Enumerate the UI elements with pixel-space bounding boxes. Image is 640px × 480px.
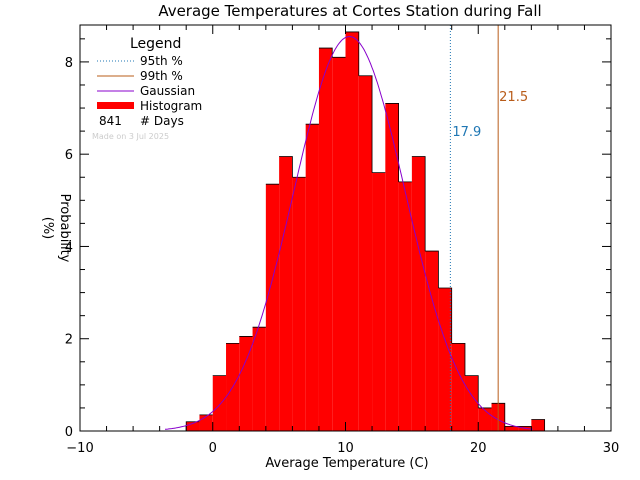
percentile-label: 17.9 [452, 125, 481, 140]
histogram-bar [425, 251, 439, 431]
legend-title: Legend [130, 36, 181, 52]
x-axis-ticks: −10 0 10 20 30 [66, 25, 619, 456]
percentile-lines: 17.9 21.5 [449, 25, 528, 431]
histogram-bar [199, 414, 213, 431]
histogram-bar [531, 419, 545, 431]
histogram-bar [438, 287, 452, 431]
x-tick-label: 0 [209, 441, 217, 456]
y-tick-label: 8 [65, 56, 73, 71]
x-axis-label: Average Temperature (C) [265, 456, 428, 471]
histogram-bar [305, 124, 319, 432]
histogram-bars [185, 31, 546, 432]
histogram-bar [504, 426, 519, 431]
histogram-bar [252, 327, 266, 431]
y-tick-label: 0 [65, 425, 73, 440]
y-axis-label: Probability [57, 194, 72, 263]
histogram-bar [451, 343, 465, 431]
histogram-bar [279, 156, 293, 431]
legend-gaussian-label: Gaussian [140, 84, 195, 98]
legend-histogram-swatch [97, 102, 134, 109]
histogram-outline [185, 31, 546, 431]
histogram-bar [212, 375, 227, 431]
histogram-bar [265, 184, 280, 431]
y-tick-label: 6 [65, 148, 73, 163]
chart-title: Average Temperatures at Cortes Station d… [158, 2, 541, 20]
x-tick-label: 30 [603, 441, 620, 456]
histogram-bar [239, 336, 253, 431]
histogram-bar [478, 407, 492, 431]
histogram-bar [398, 181, 412, 431]
x-tick-label: 20 [470, 441, 487, 456]
y-tick-label: 2 [65, 333, 73, 348]
histogram-bar [372, 172, 386, 432]
footnote: Made on 3 Jul 2025 [92, 132, 169, 141]
legend-histogram-label: Histogram [140, 99, 202, 113]
y-axis-ticks: 0 2 4 6 8 [65, 38, 611, 440]
histogram-bar [385, 103, 399, 431]
legend-99th-label: 99th % [140, 69, 183, 83]
legend-days-count: 841 [99, 114, 122, 128]
histogram-bar [358, 75, 373, 431]
legend: Legend 95th % 99th % Gaussian Histogram … [92, 36, 202, 141]
histogram-bar [292, 177, 306, 431]
histogram-bar [345, 31, 359, 432]
legend-days-label: # Days [140, 114, 184, 128]
histogram-bar [464, 375, 479, 431]
histogram-bar [186, 421, 200, 431]
percentile-label: 21.5 [499, 90, 528, 105]
histogram-bar [332, 57, 346, 431]
legend-95th-label: 95th % [140, 54, 183, 68]
histogram-bar [411, 156, 426, 431]
gaussian-curve [164, 35, 533, 430]
y-axis-unit: (%) [40, 217, 55, 240]
x-tick-label: −10 [66, 441, 93, 456]
y-tick-label: 4 [65, 240, 73, 255]
histogram-bar [318, 48, 333, 432]
x-tick-label: 10 [337, 441, 354, 456]
